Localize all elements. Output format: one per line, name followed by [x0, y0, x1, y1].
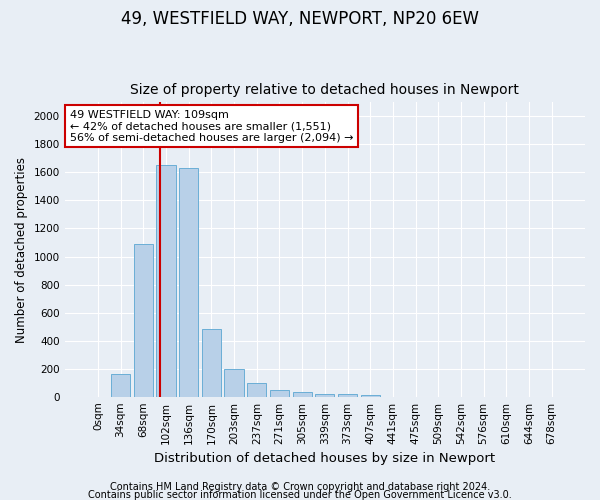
Bar — [224, 368, 244, 396]
Bar — [338, 394, 357, 396]
Text: Contains HM Land Registry data © Crown copyright and database right 2024.: Contains HM Land Registry data © Crown c… — [110, 482, 490, 492]
Bar — [315, 394, 334, 396]
Y-axis label: Number of detached properties: Number of detached properties — [15, 156, 28, 342]
Text: 49, WESTFIELD WAY, NEWPORT, NP20 6EW: 49, WESTFIELD WAY, NEWPORT, NP20 6EW — [121, 10, 479, 28]
Bar — [134, 244, 153, 396]
X-axis label: Distribution of detached houses by size in Newport: Distribution of detached houses by size … — [154, 452, 496, 465]
Bar — [270, 390, 289, 396]
Bar — [247, 382, 266, 396]
Bar — [179, 168, 199, 396]
Bar — [202, 330, 221, 396]
Bar — [293, 392, 312, 396]
Title: Size of property relative to detached houses in Newport: Size of property relative to detached ho… — [130, 83, 519, 97]
Text: Contains public sector information licensed under the Open Government Licence v3: Contains public sector information licen… — [88, 490, 512, 500]
Bar — [157, 166, 176, 396]
Text: 49 WESTFIELD WAY: 109sqm
← 42% of detached houses are smaller (1,551)
56% of sem: 49 WESTFIELD WAY: 109sqm ← 42% of detach… — [70, 110, 353, 143]
Bar — [111, 374, 130, 396]
